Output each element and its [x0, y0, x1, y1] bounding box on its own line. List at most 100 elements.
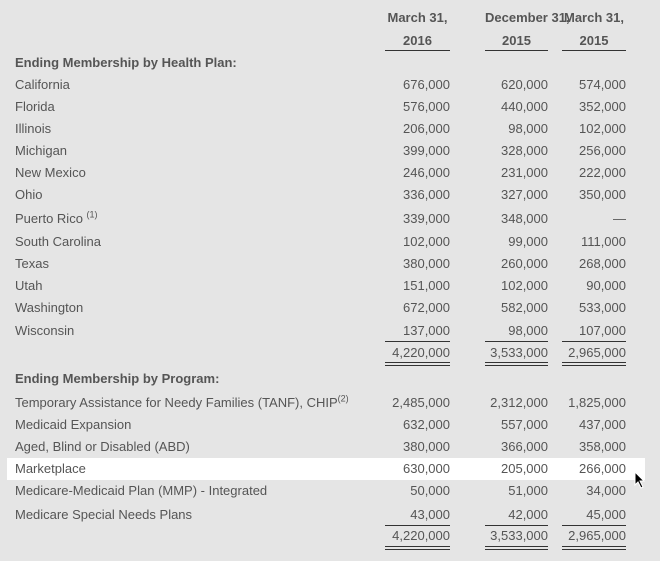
table-row: South Carolina 102,000 99,000 111,000	[0, 231, 660, 253]
row-label: Ohio	[15, 184, 42, 206]
cell-value: 151,000	[403, 278, 450, 293]
column-header-year: 2015	[502, 33, 531, 48]
cell-value: 206,000	[403, 121, 450, 136]
cell-value: 98,000	[508, 323, 548, 338]
table-row: Wisconsin 137,000 98,000 107,000	[0, 320, 660, 342]
footnote-marker: (1)	[86, 209, 98, 220]
row-label: Michigan	[15, 140, 67, 162]
cell-value: 51,000	[508, 483, 548, 498]
cell-value: 328,000	[501, 143, 548, 158]
table-row: Illinois 206,000 98,000 102,000	[0, 118, 660, 140]
cell-value: 574,000	[579, 77, 626, 92]
column-header: December 31,	[485, 10, 570, 25]
total-double-underline	[562, 546, 626, 550]
table-row: Aged, Blind or Disabled (ABD) 380,000 366,…	[0, 436, 660, 458]
footnote-marker: (2)	[337, 393, 349, 404]
table-row: Marketplace 630,000 205,000 266,000	[7, 458, 645, 480]
total-double-underline	[485, 546, 548, 550]
table-row: Temporary Assistance for Needy Families …	[0, 392, 660, 414]
cell-value: 582,000	[501, 300, 548, 315]
table-row: New Mexico 246,000 231,000 222,000	[0, 162, 660, 184]
row-label: Utah	[15, 275, 42, 297]
row-label: Texas	[15, 253, 49, 275]
cell-value: 676,000	[403, 77, 450, 92]
cell-value: 358,000	[579, 439, 626, 454]
table-row: Florida 576,000 440,000 352,000	[0, 96, 660, 118]
cell-value: 205,000	[501, 461, 548, 476]
cell-value: 533,000	[579, 300, 626, 315]
row-label-text: Utah	[15, 278, 43, 293]
cell-value: 43,000	[410, 507, 450, 522]
section-heading-label: Ending Membership by Program:	[15, 371, 220, 386]
cell-value: 437,000	[579, 417, 626, 432]
row-label-text: Michigan	[15, 143, 68, 158]
cell-value: 399,000	[403, 143, 450, 158]
cell-value: 1,825,000	[568, 395, 626, 410]
cell-value: 231,000	[501, 165, 548, 180]
row-label: Medicare Special Needs Plans	[15, 504, 192, 526]
cell-value: 632,000	[403, 417, 450, 432]
row-label: Illinois	[15, 118, 51, 140]
column-header-year: 2016	[403, 33, 432, 48]
subtotal-underline	[485, 341, 548, 342]
row-label-text: Florida	[15, 99, 55, 114]
row-label: South Carolina	[15, 231, 101, 253]
row-label-text: Medicaid Expansion	[15, 417, 132, 432]
table-row: Utah 151,000 102,000 90,000	[0, 275, 660, 297]
header-underline	[385, 50, 450, 51]
subtotal-underline	[385, 341, 450, 342]
cell-value: 90,000	[586, 278, 626, 293]
table-row: Medicaid Expansion 632,000 557,000 437,000	[0, 414, 660, 436]
cell-value: 348,000	[501, 211, 548, 226]
cell-value: 2,965,000	[568, 528, 626, 543]
cell-value: 2,312,000	[490, 395, 548, 410]
row-label: Wisconsin	[15, 320, 74, 342]
header-underline	[485, 50, 548, 51]
total-double-underline	[385, 362, 450, 366]
cell-value: 380,000	[403, 256, 450, 271]
column-header: March 31,	[387, 10, 448, 25]
row-label-text: New Mexico	[15, 165, 86, 180]
cell-value: 327,000	[501, 187, 548, 202]
subtotal-underline	[385, 525, 450, 526]
header-row-2: 2016 2015 2015	[0, 30, 660, 52]
cell-value: 45,000	[586, 507, 626, 522]
column-header-year: 2015	[579, 33, 609, 48]
row-label: Temporary Assistance for Needy Families …	[15, 392, 349, 414]
table-row: Ohio 336,000 327,000 350,000	[0, 184, 660, 206]
cell-value: 137,000	[403, 323, 450, 338]
cell-value: 440,000	[501, 99, 548, 114]
cell-value: 339,000	[403, 211, 450, 226]
cell-value: 98,000	[508, 121, 548, 136]
cell-value: —	[613, 211, 626, 226]
cell-value: 102,000	[403, 234, 450, 249]
row-label-text: Temporary Assistance for Needy Families …	[15, 395, 338, 410]
cell-value: 352,000	[579, 99, 626, 114]
cell-value: 3,533,000	[490, 345, 548, 360]
row-label-text: Ohio	[15, 187, 43, 202]
cell-value: 380,000	[403, 439, 450, 454]
row-label-text: Medicare-Medicaid Plan (MMP) - Integrate…	[15, 483, 268, 498]
subtotal-underline	[562, 525, 626, 526]
total-double-underline	[562, 362, 626, 366]
section-heading: Ending Membership by Health Plan:	[0, 52, 660, 74]
cell-value: 111,000	[580, 234, 626, 249]
row-label: California	[15, 74, 70, 96]
cell-value: 2,965,000	[568, 345, 626, 360]
cell-value: 102,000	[579, 121, 626, 136]
row-label: Medicare-Medicaid Plan (MMP) - Integrate…	[15, 480, 267, 502]
row-label-text: South Carolina	[15, 234, 101, 249]
cell-value: 672,000	[403, 300, 450, 315]
subtotal-underline	[562, 341, 626, 342]
table-row: Texas 380,000 260,000 268,000	[0, 253, 660, 275]
row-label: Washington	[15, 297, 83, 319]
row-label-text: Illinois	[15, 121, 52, 136]
cell-value: 266,000	[579, 461, 626, 476]
row-label-text: Marketplace	[15, 461, 86, 476]
table-row: Puerto Rico (1) 339,000 348,000 —	[0, 208, 660, 230]
row-label-text: Medicare Special Needs Plans	[15, 507, 193, 522]
cell-value: 2,485,000	[392, 395, 450, 410]
column-header: March 31,	[564, 10, 624, 25]
cell-value: 4,220,000	[392, 528, 450, 543]
row-label: Medicaid Expansion	[15, 414, 131, 436]
